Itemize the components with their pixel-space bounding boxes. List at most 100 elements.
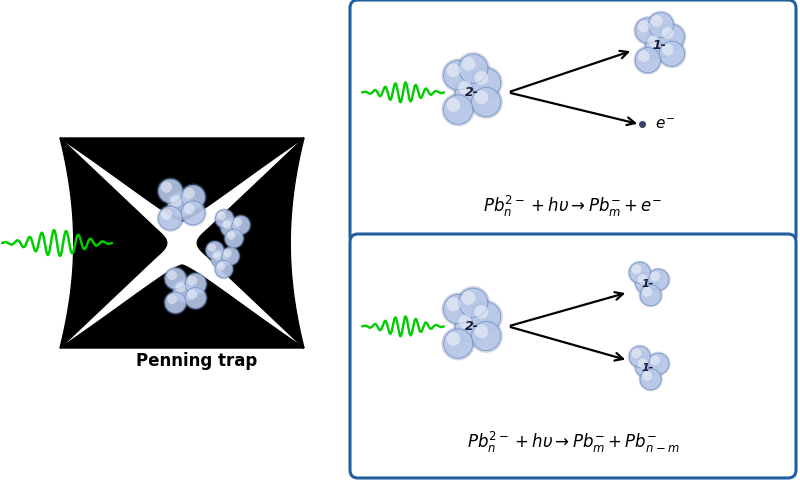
Circle shape <box>446 332 460 346</box>
Circle shape <box>218 211 226 220</box>
Circle shape <box>443 295 473 324</box>
Circle shape <box>179 199 206 226</box>
Circle shape <box>215 260 233 278</box>
Circle shape <box>470 66 503 99</box>
Circle shape <box>638 283 662 307</box>
Circle shape <box>454 310 486 343</box>
Text: $Pb_n^{2-} + h\upsilon \rightarrow Pb_m^{-} + e^{-}$: $Pb_n^{2-} + h\upsilon \rightarrow Pb_m^… <box>483 193 662 219</box>
Circle shape <box>638 367 662 391</box>
Circle shape <box>158 206 182 230</box>
Polygon shape <box>60 265 304 348</box>
Circle shape <box>638 20 650 33</box>
Circle shape <box>646 352 670 376</box>
Text: 2-: 2- <box>465 320 479 333</box>
Circle shape <box>638 275 647 284</box>
Circle shape <box>219 217 241 238</box>
Circle shape <box>642 371 652 381</box>
Circle shape <box>185 287 206 309</box>
Circle shape <box>659 41 685 66</box>
Circle shape <box>471 68 501 97</box>
Circle shape <box>184 187 195 199</box>
Circle shape <box>179 184 206 211</box>
Circle shape <box>635 48 661 73</box>
Circle shape <box>648 13 674 37</box>
Circle shape <box>223 249 232 258</box>
Text: 1-: 1- <box>653 39 667 52</box>
Circle shape <box>658 22 686 52</box>
Circle shape <box>442 327 475 360</box>
FancyBboxPatch shape <box>350 0 796 244</box>
Circle shape <box>662 44 674 56</box>
Circle shape <box>638 358 647 368</box>
Circle shape <box>210 248 230 269</box>
Circle shape <box>659 24 685 50</box>
Circle shape <box>634 16 662 45</box>
Polygon shape <box>198 138 304 348</box>
Circle shape <box>458 315 472 329</box>
Circle shape <box>646 268 670 292</box>
Circle shape <box>161 182 172 193</box>
Circle shape <box>650 271 660 281</box>
Circle shape <box>628 261 652 285</box>
Circle shape <box>183 272 208 296</box>
Circle shape <box>206 242 224 259</box>
Circle shape <box>187 276 197 285</box>
Circle shape <box>634 355 658 379</box>
Circle shape <box>640 369 661 390</box>
Circle shape <box>158 179 182 203</box>
Circle shape <box>157 177 184 205</box>
Text: 1-: 1- <box>642 363 654 374</box>
Circle shape <box>471 302 501 331</box>
Circle shape <box>470 300 503 334</box>
Circle shape <box>183 286 208 310</box>
Circle shape <box>630 262 650 283</box>
Circle shape <box>457 52 490 86</box>
Circle shape <box>474 91 488 104</box>
Circle shape <box>222 247 239 265</box>
Text: $Pb_n^{2-}$: $Pb_n^{2-}$ <box>111 157 157 183</box>
Circle shape <box>165 268 186 289</box>
Circle shape <box>443 95 473 124</box>
Circle shape <box>163 266 187 291</box>
Text: $Pb_n^{2-} + h\upsilon \rightarrow Pb_m^{-} + Pb_{n-m}^{-}$: $Pb_n^{2-} + h\upsilon \rightarrow Pb_m^… <box>466 430 679 454</box>
Circle shape <box>474 71 488 85</box>
Circle shape <box>471 87 501 117</box>
Circle shape <box>220 246 241 266</box>
Circle shape <box>640 285 661 306</box>
Circle shape <box>455 312 485 341</box>
Circle shape <box>631 348 642 358</box>
Circle shape <box>167 294 177 304</box>
Circle shape <box>650 356 660 365</box>
Circle shape <box>176 282 186 293</box>
Circle shape <box>223 228 245 249</box>
Circle shape <box>166 191 194 219</box>
Text: 2-: 2- <box>465 86 479 99</box>
Circle shape <box>205 240 225 261</box>
Circle shape <box>217 262 226 270</box>
Circle shape <box>635 356 657 377</box>
Circle shape <box>648 353 669 374</box>
Circle shape <box>168 193 192 217</box>
Circle shape <box>642 287 652 297</box>
Polygon shape <box>60 138 166 348</box>
Circle shape <box>213 252 222 260</box>
Circle shape <box>230 214 251 236</box>
Circle shape <box>658 39 686 68</box>
Circle shape <box>650 15 662 27</box>
Circle shape <box>172 279 196 303</box>
Circle shape <box>165 292 186 313</box>
Circle shape <box>662 27 674 39</box>
Circle shape <box>214 208 235 229</box>
Circle shape <box>443 60 473 90</box>
Circle shape <box>442 292 475 326</box>
Circle shape <box>646 33 670 58</box>
Circle shape <box>648 269 669 290</box>
Circle shape <box>628 345 652 369</box>
Text: 1-: 1- <box>642 280 654 289</box>
Circle shape <box>457 286 490 319</box>
Text: Penning trap: Penning trap <box>136 352 258 370</box>
Circle shape <box>446 298 460 311</box>
Circle shape <box>462 57 475 71</box>
Circle shape <box>458 81 472 94</box>
Circle shape <box>161 208 172 220</box>
